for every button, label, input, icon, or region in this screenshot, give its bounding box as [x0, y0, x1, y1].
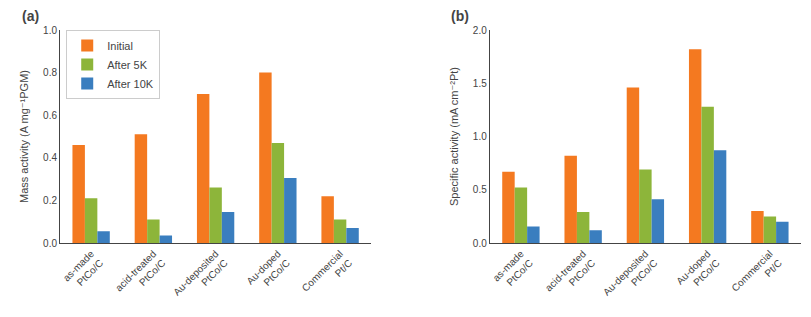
svg-text:acid-treatedPtCo/C: acid-treatedPtCo/C	[543, 248, 597, 302]
svg-text:(b): (b)	[451, 8, 469, 24]
svg-text:1.0: 1.0	[43, 25, 57, 36]
svg-text:Au-depositedPtCo/C: Au-depositedPtCo/C	[601, 248, 660, 307]
svg-text:1.5: 1.5	[473, 78, 487, 89]
svg-text:0.5: 0.5	[473, 184, 487, 195]
svg-text:0.0: 0.0	[43, 238, 57, 249]
svg-text:2.0: 2.0	[473, 25, 487, 36]
svg-text:1.0: 1.0	[473, 131, 487, 142]
svg-text:CommercialPt/C: CommercialPt/C	[300, 248, 355, 303]
svg-text:Au-depositedPtCo/C: Au-depositedPtCo/C	[171, 248, 230, 307]
svg-text:After 10K: After 10K	[107, 78, 154, 90]
svg-text:Au-dopedPtCo/C: Au-dopedPtCo/C	[674, 248, 722, 296]
svg-text:After 5K: After 5K	[107, 59, 147, 71]
svg-text:Specific activity (mA cm⁻²Pt): Specific activity (mA cm⁻²Pt)	[448, 67, 460, 206]
svg-text:acid-treatedPtCo/C: acid-treatedPtCo/C	[113, 248, 167, 302]
svg-text:as-madePtCo/C: as-madePtCo/C	[61, 248, 106, 293]
svg-text:Au-dopedPtCo/C: Au-dopedPtCo/C	[244, 248, 292, 296]
svg-text:0.4: 0.4	[43, 152, 57, 163]
svg-text:(a): (a)	[22, 8, 39, 24]
svg-text:0.6: 0.6	[43, 110, 57, 121]
svg-text:CommercialPt/C: CommercialPt/C	[729, 248, 784, 303]
svg-text:Initial: Initial	[107, 40, 133, 52]
svg-text:0.2: 0.2	[43, 195, 57, 206]
svg-text:Mass activity (A mg⁻¹PGM): Mass activity (A mg⁻¹PGM)	[18, 70, 30, 203]
svg-text:0.0: 0.0	[473, 238, 487, 249]
svg-text:0.8: 0.8	[43, 67, 57, 78]
svg-text:as-madePtCo/C: as-madePtCo/C	[491, 248, 536, 293]
